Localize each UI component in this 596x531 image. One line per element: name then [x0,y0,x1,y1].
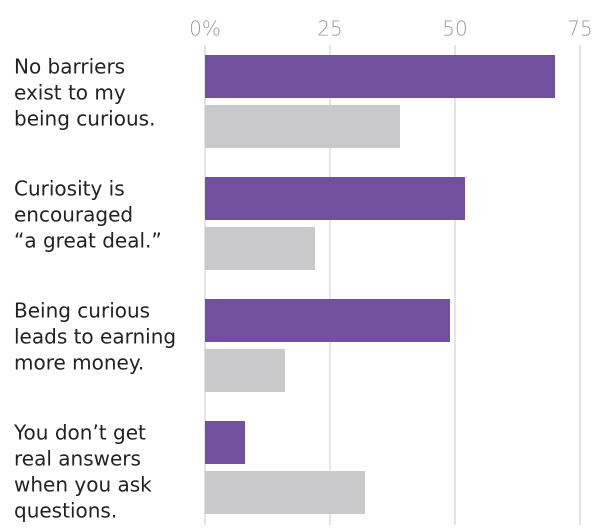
category-label: being curious. [14,107,155,131]
bar [205,421,245,464]
category-label: exist to my [14,81,126,105]
x-tick-label: 50 [442,17,467,41]
category-label: real answers [14,447,141,471]
category-label: when you ask [14,473,152,497]
category-label: You don’t get [13,421,146,445]
bar [205,471,365,514]
x-tick-label: 0% [189,17,221,41]
category-label: encouraged [14,203,133,227]
category-label: leads to earning [14,325,176,349]
category-label: more money. [14,351,144,375]
bar [205,349,285,392]
category-label: “a great deal.” [14,229,162,253]
category-label: No barriers [14,55,125,79]
category-label: Being curious [14,299,150,323]
bar [205,227,315,270]
x-tick-label: 25 [317,17,342,41]
bar [205,299,450,342]
x-tick-label: 75 [567,17,592,41]
category-label: Curiosity is [14,177,125,201]
category-label: questions. [14,499,117,523]
bar [205,177,465,220]
bar [205,105,400,148]
bar [205,55,555,98]
